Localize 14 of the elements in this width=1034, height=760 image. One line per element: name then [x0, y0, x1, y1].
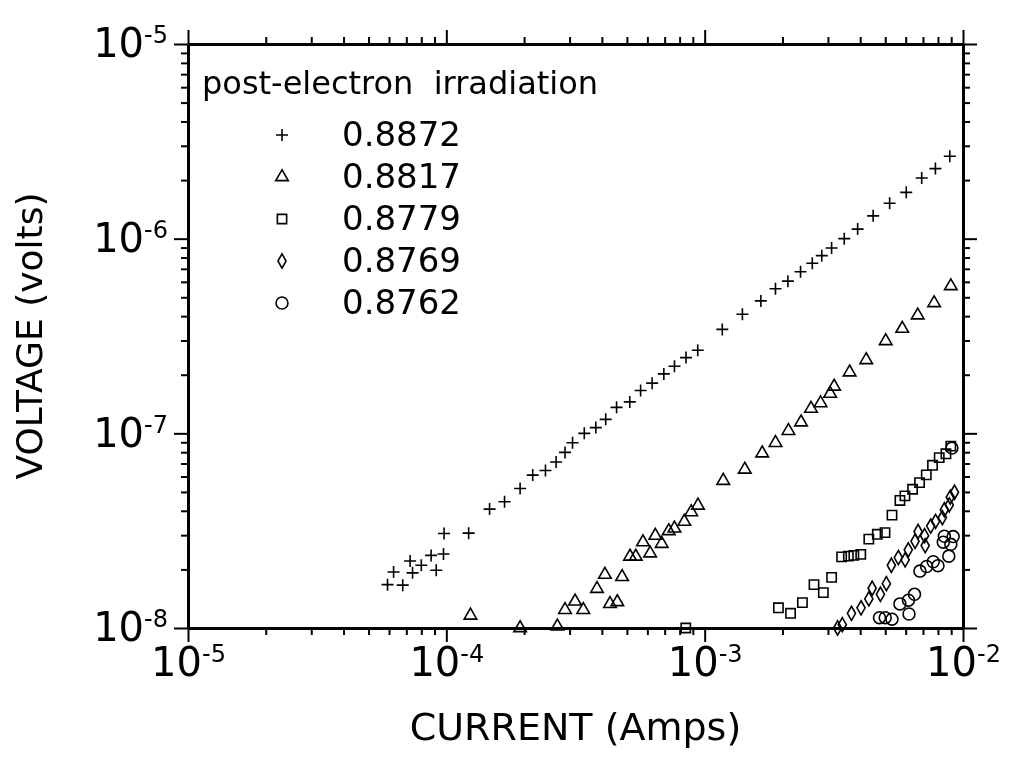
- legend-title: post-electron irradiation: [202, 64, 599, 102]
- x-axis-title: CURRENT (Amps): [409, 705, 742, 749]
- x-tick-label: 10$^{-4}$: [409, 639, 485, 686]
- y-tick-label: 10$^{-6}$: [93, 214, 168, 261]
- legend-label: 0.8762: [342, 282, 461, 322]
- legend-label: 0.8872: [342, 114, 461, 154]
- legend-label: 0.8769: [342, 240, 461, 280]
- x-tick-label: 10$^{-2}$: [926, 639, 1001, 686]
- x-tick-label: 10$^{-3}$: [667, 639, 743, 686]
- legend-label: 0.8779: [342, 198, 461, 238]
- y-tick-label: 10$^{-7}$: [93, 409, 168, 456]
- y-axis-title: VOLTAGE (volts): [9, 192, 50, 480]
- legend-label: 0.8817: [342, 156, 461, 196]
- y-tick-label: 10$^{-5}$: [93, 20, 168, 67]
